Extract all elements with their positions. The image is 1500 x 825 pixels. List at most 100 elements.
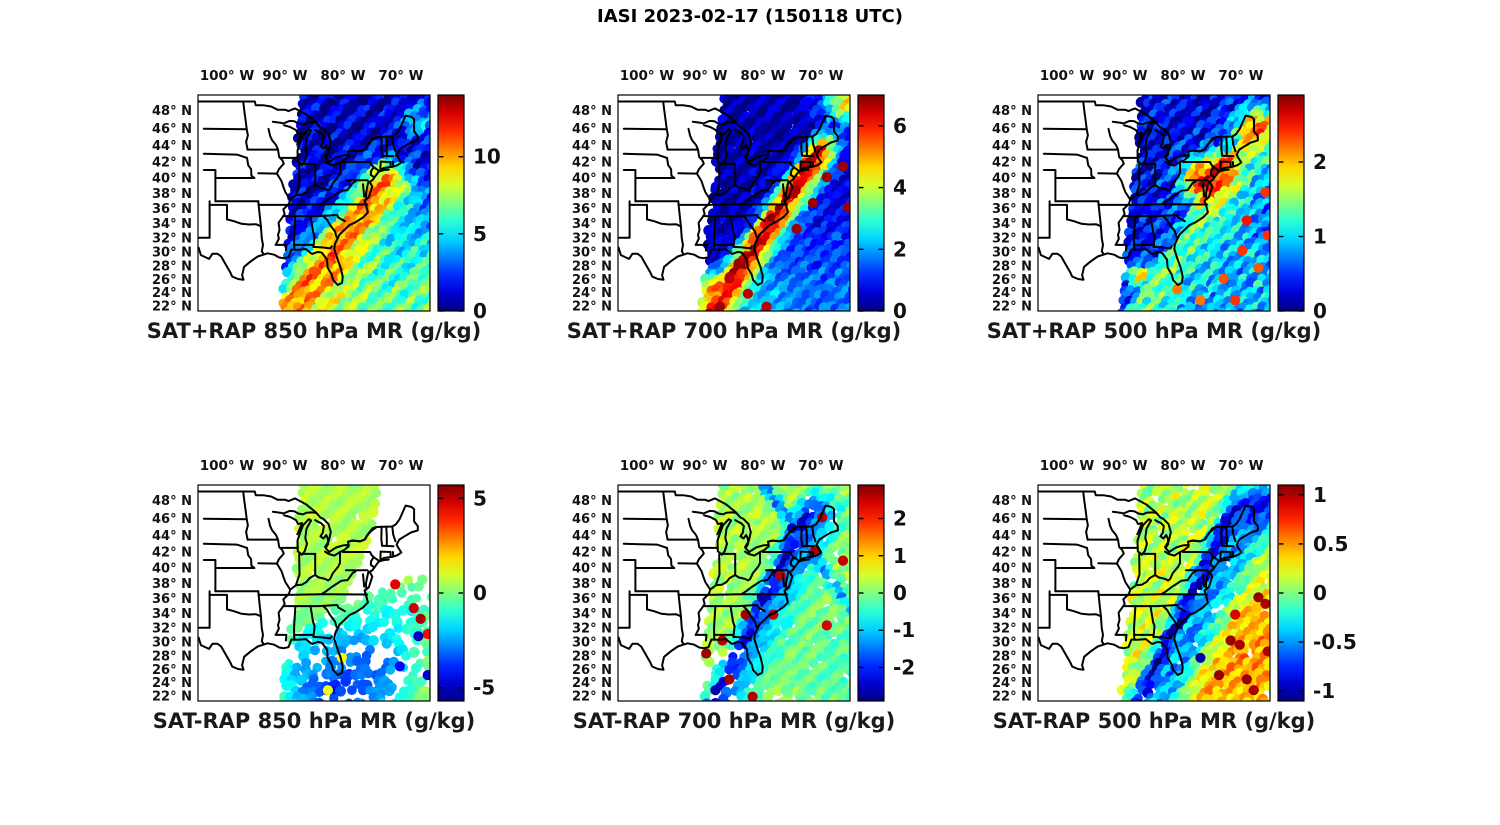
x-tick-label: 70° W xyxy=(1218,68,1263,84)
y-tick-label: 26° N xyxy=(152,663,192,678)
colorbar-tick-label: -1 xyxy=(1313,679,1335,703)
x-axis-labels: 100° W 90° W 80° W 70° W xyxy=(200,458,424,474)
y-tick-label: 38° N xyxy=(992,577,1032,592)
x-tick-label: 80° W xyxy=(740,458,785,474)
y-tick-label: 30° N xyxy=(152,245,192,260)
y-tick-label: 30° N xyxy=(992,245,1032,260)
y-tick-label: 36° N xyxy=(992,592,1032,607)
map-frame xyxy=(1037,94,1271,312)
y-tick-label: 48° N xyxy=(992,104,1032,119)
y-tick-label: 26° N xyxy=(992,663,1032,678)
y-tick-label: 30° N xyxy=(992,635,1032,650)
y-tick-label: 42° N xyxy=(572,156,612,171)
figure-title: IASI 2023-02-17 (150118 UTC) xyxy=(597,6,903,27)
y-tick-label: 40° N xyxy=(152,172,192,187)
y-axis-labels: 48° N 46° N 44° N 42° N40° N38° N36° N34° N… xyxy=(992,104,1032,314)
colorbar-tick-label: 4 xyxy=(893,176,907,200)
x-axis-labels: 100° W 90° W 80° W 70° W xyxy=(1040,68,1264,84)
us-state-borders-map xyxy=(618,100,839,286)
y-tick-label: 42° N xyxy=(992,546,1032,561)
colorbar-tick-label: 0.5 xyxy=(1313,532,1348,556)
y-tick-label: 28° N xyxy=(572,649,612,664)
colorbar-tick-label: 2 xyxy=(1313,150,1327,174)
y-tick-label: 36° N xyxy=(152,592,192,607)
y-tick-label: 22° N xyxy=(992,689,1032,704)
panel-sat-plus-rap-850-hpa: 100° W 90° W 80° W 70° W 48° N 46° N 44° N 42° … xyxy=(152,68,501,323)
y-axis-labels: 48° N 46° N 44° N 42° N40° N38° N36° N34° N… xyxy=(572,104,612,314)
y-tick-label: 22° N xyxy=(152,299,192,314)
x-axis-labels: 100° W 90° W 80° W 70° W xyxy=(620,68,844,84)
colorbar-tick-label: 0 xyxy=(1313,581,1327,605)
y-tick-label: 32° N xyxy=(992,231,1032,246)
colorbar-tick-label: 10 xyxy=(473,145,501,169)
panel-title-sat-plus-rap-850: SAT+RAP 850 hPa MR (g/kg) xyxy=(146,319,482,343)
panel-title-sat-minus-rap-850: SAT-RAP 850 hPa MR (g/kg) xyxy=(152,709,476,733)
x-tick-label: 100° W xyxy=(620,458,675,474)
colorbar: -1 -0.5 0 0.5 1 xyxy=(1277,483,1357,703)
y-tick-label: 28° N xyxy=(572,259,612,274)
y-tick-label: 26° N xyxy=(992,273,1032,288)
y-tick-label: 24° N xyxy=(572,286,612,301)
x-tick-label: 70° W xyxy=(378,458,423,474)
panel-title-sat-minus-rap-500: SAT-RAP 500 hPa MR (g/kg) xyxy=(992,709,1316,733)
y-tick-label: 22° N xyxy=(992,299,1032,314)
retrieval-footprints-layer xyxy=(278,95,430,311)
y-tick-label: 38° N xyxy=(992,187,1032,202)
y-tick-label: 24° N xyxy=(992,676,1032,691)
colorbar: -5 0 5 xyxy=(437,484,495,702)
panel-sat-plus-rap-700-hpa: 100° W 90° W 80° W 70° W 48° N 46° N 44° N 42° … xyxy=(572,68,907,323)
y-tick-label: 46° N xyxy=(572,512,612,527)
y-tick-label: 36° N xyxy=(572,202,612,217)
y-tick-label: 36° N xyxy=(992,202,1032,217)
y-tick-label: 48° N xyxy=(152,104,192,119)
x-tick-label: 80° W xyxy=(740,68,785,84)
retrieval-footprints-layer xyxy=(699,485,850,701)
x-tick-label: 90° W xyxy=(1102,68,1147,84)
colorbar-tick-label: 2 xyxy=(893,237,907,261)
x-axis-labels: 100° W 90° W 80° W 70° W xyxy=(1040,458,1264,474)
y-tick-label: 40° N xyxy=(572,172,612,187)
y-tick-label: 32° N xyxy=(152,231,192,246)
y-tick-label: 44° N xyxy=(992,139,1032,154)
map-frame xyxy=(617,484,851,702)
colorbar-tick-label: 0 xyxy=(893,581,907,605)
map-frame xyxy=(617,94,851,312)
colorbar-tick-label: 0 xyxy=(473,299,487,323)
colorbar-tick-label: 1 xyxy=(1313,483,1327,507)
panel-sat-minus-rap-700-hpa: 100° W 90° W 80° W 70° W 48° N 46° N 44° N 42° … xyxy=(572,458,915,704)
colorbar-tick-label: 5 xyxy=(473,486,487,510)
panel-sat-minus-rap-850-hpa: 100° W 90° W 80° W 70° W 48° N 46° N 44° N 42° … xyxy=(152,458,495,704)
y-tick-label: 32° N xyxy=(572,231,612,246)
y-tick-label: 46° N xyxy=(572,122,612,137)
retrieval-footprints-layer xyxy=(277,485,430,701)
y-tick-label: 44° N xyxy=(572,139,612,154)
colorbar-tick-label: -5 xyxy=(473,676,495,700)
y-tick-label: 42° N xyxy=(992,156,1032,171)
y-tick-label: 44° N xyxy=(572,529,612,544)
colorbar-tick-label: -2 xyxy=(893,656,915,680)
y-tick-label: 30° N xyxy=(152,635,192,650)
colorbar: 0 5 10 xyxy=(437,94,501,323)
y-tick-label: 32° N xyxy=(992,621,1032,636)
map-frame xyxy=(1037,484,1271,702)
y-tick-label: 40° N xyxy=(152,562,192,577)
y-tick-label: 24° N xyxy=(152,286,192,301)
x-tick-label: 90° W xyxy=(682,68,727,84)
x-tick-label: 90° W xyxy=(262,68,307,84)
y-tick-label: 26° N xyxy=(572,273,612,288)
y-tick-label: 38° N xyxy=(572,577,612,592)
retrieval-footprints-layer xyxy=(1117,95,1270,311)
colorbar-tick-label: 0 xyxy=(473,581,487,605)
y-tick-label: 38° N xyxy=(152,187,192,202)
y-tick-label: 34° N xyxy=(572,217,612,232)
y-tick-label: 46° N xyxy=(992,512,1032,527)
colorbar-tick-label: -1 xyxy=(893,618,915,642)
y-tick-label: 22° N xyxy=(152,689,192,704)
x-tick-label: 70° W xyxy=(1218,458,1263,474)
x-tick-label: 70° W xyxy=(378,68,423,84)
x-tick-label: 100° W xyxy=(620,68,675,84)
y-tick-label: 44° N xyxy=(152,529,192,544)
y-tick-label: 40° N xyxy=(572,562,612,577)
